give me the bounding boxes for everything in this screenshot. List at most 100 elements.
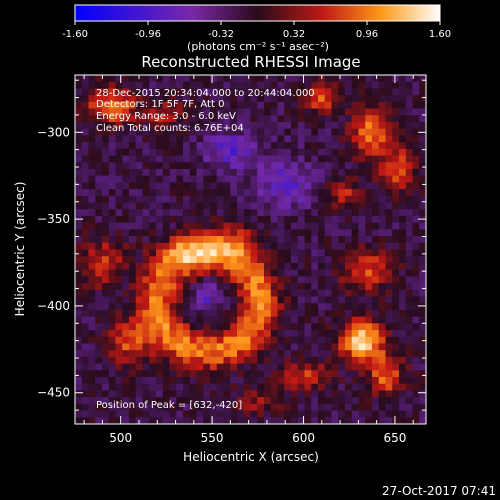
heatmap-cell <box>324 316 332 324</box>
heatmap-cell <box>115 269 123 277</box>
heatmap-cell <box>270 115 278 123</box>
heatmap-cell <box>115 316 123 324</box>
heatmap-cell <box>237 410 245 418</box>
heatmap-cell <box>75 148 83 156</box>
heatmap-cell <box>372 289 380 297</box>
heatmap-cell <box>345 350 353 358</box>
heatmap-cell <box>297 155 305 163</box>
heatmap-cell <box>169 256 177 264</box>
heatmap-cell <box>75 330 83 338</box>
heatmap-cell <box>277 195 285 203</box>
heatmap-cell <box>102 256 110 264</box>
heatmap-cell <box>270 397 278 405</box>
heatmap-cell <box>392 356 400 364</box>
heatmap-cell <box>250 269 258 277</box>
heatmap-cell <box>230 323 238 331</box>
heatmap-cell <box>156 403 164 411</box>
heatmap-cell <box>385 283 393 291</box>
heatmap-cell <box>183 417 191 425</box>
heatmap-cell <box>385 229 393 237</box>
heatmap-cell <box>358 75 366 83</box>
heatmap-cell <box>149 215 157 224</box>
heatmap-cell <box>392 262 400 271</box>
heatmap-cell <box>210 330 218 338</box>
heatmap-cell <box>210 256 218 264</box>
heatmap-cell <box>210 108 218 116</box>
heatmap-cell <box>176 155 184 163</box>
heatmap-cell <box>196 142 204 150</box>
heatmap-cell <box>297 383 305 391</box>
heatmap-cell <box>277 276 285 284</box>
heatmap-cell <box>291 215 299 224</box>
heatmap-cell <box>345 195 353 203</box>
heatmap-cell <box>81 142 89 150</box>
heatmap-cell <box>351 397 359 405</box>
heatmap-cell <box>129 115 137 123</box>
heatmap-cell <box>297 410 305 418</box>
heatmap-cell <box>75 343 83 351</box>
heatmap-cell <box>338 236 346 244</box>
heatmap-cell <box>311 135 319 143</box>
heatmap-cell <box>176 175 184 183</box>
heatmap-cell <box>345 189 353 197</box>
heatmap-cell <box>237 256 245 264</box>
heatmap-cell <box>270 417 278 425</box>
heatmap-cell <box>135 262 143 271</box>
colorbar-tick-label: -1.60 <box>62 29 88 40</box>
heatmap-cell <box>169 115 177 123</box>
heatmap-cell <box>183 155 191 163</box>
heatmap-cell <box>230 410 238 418</box>
heatmap-cell <box>385 135 393 143</box>
heatmap-cell <box>392 121 400 130</box>
heatmap-cell <box>216 195 224 203</box>
heatmap-cell <box>345 75 353 83</box>
heatmap-cell <box>230 115 238 123</box>
heatmap-cell <box>169 276 177 284</box>
heatmap-cell <box>230 215 238 224</box>
heatmap-cell <box>216 135 224 143</box>
heatmap-cell <box>102 377 110 385</box>
heatmap-cell <box>237 343 245 351</box>
heatmap-cell <box>358 189 366 197</box>
heatmap-cell <box>81 168 89 177</box>
heatmap-cell <box>351 121 359 130</box>
heatmap-cell <box>108 390 116 398</box>
heatmap-cell <box>385 363 393 371</box>
heatmap-cell <box>270 330 278 338</box>
heatmap-cell <box>149 330 157 338</box>
heatmap-cell <box>75 155 83 163</box>
y-tick-label: −400 <box>37 299 70 313</box>
heatmap-cell <box>75 350 83 358</box>
heatmap-cell <box>149 356 157 364</box>
heatmap-cell <box>237 88 245 96</box>
heatmap-cell <box>399 283 407 291</box>
heatmap-cell <box>304 229 312 237</box>
heatmap-cell <box>183 350 191 358</box>
heatmap-cell <box>183 182 191 190</box>
heatmap-cell <box>88 175 96 183</box>
heatmap-cell <box>304 336 312 344</box>
heatmap-cell <box>257 323 265 331</box>
heatmap-cell <box>237 390 245 398</box>
heatmap-cell <box>203 222 211 230</box>
heatmap-cell <box>318 276 326 284</box>
heatmap-cell <box>102 155 110 163</box>
heatmap-cell <box>331 363 339 371</box>
heatmap-cell <box>156 303 164 311</box>
heatmap-cell <box>142 81 150 89</box>
heatmap-cell <box>149 242 157 250</box>
heatmap-cell <box>399 135 407 143</box>
heatmap-cell <box>115 363 123 371</box>
heatmap-cell <box>297 168 305 177</box>
heatmap-cell <box>338 363 346 371</box>
heatmap-cell <box>115 88 123 96</box>
heatmap-cell <box>365 403 373 411</box>
heatmap-cell <box>88 121 96 130</box>
heatmap-cell <box>351 155 359 163</box>
heatmap-cell <box>135 95 143 103</box>
heatmap-cell <box>351 370 359 378</box>
heatmap-cell <box>102 323 110 331</box>
heatmap-cell <box>304 323 312 331</box>
heatmap-cell <box>257 410 265 418</box>
heatmap-cell <box>311 410 319 418</box>
